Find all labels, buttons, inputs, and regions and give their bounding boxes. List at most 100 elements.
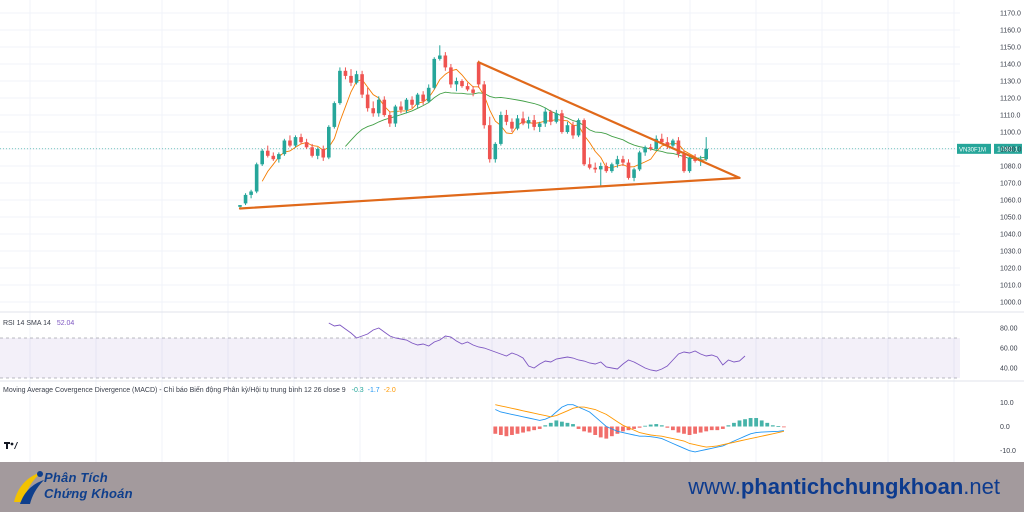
candle-body[interactable] bbox=[521, 118, 525, 124]
candle-body[interactable] bbox=[321, 149, 326, 158]
candle-body[interactable] bbox=[465, 86, 470, 90]
candle-body[interactable] bbox=[327, 126, 331, 158]
candle-body[interactable] bbox=[360, 74, 364, 95]
candle-body[interactable] bbox=[532, 120, 536, 127]
candle-body[interactable] bbox=[598, 166, 603, 170]
trendline-resistance[interactable] bbox=[477, 61, 741, 179]
candle-body[interactable] bbox=[271, 155, 276, 160]
candle-body[interactable] bbox=[560, 113, 564, 132]
candle-body[interactable] bbox=[382, 99, 387, 115]
website-url[interactable]: www.phantichchungkhoan.net bbox=[688, 474, 1000, 500]
candle-body[interactable] bbox=[682, 154, 686, 172]
candle-body[interactable] bbox=[676, 140, 681, 155]
candle-body[interactable] bbox=[415, 94, 420, 105]
macd-signal-line[interactable] bbox=[495, 404, 785, 448]
candle-body[interactable] bbox=[615, 159, 620, 165]
candle-body[interactable] bbox=[376, 99, 381, 114]
candle-body[interactable] bbox=[510, 121, 514, 129]
candle-body[interactable] bbox=[487, 125, 492, 160]
candle-body[interactable] bbox=[249, 191, 253, 195]
candle-body[interactable] bbox=[554, 113, 559, 122]
candle-body[interactable] bbox=[515, 118, 520, 129]
candle-body[interactable] bbox=[587, 164, 592, 168]
candle-body[interactable] bbox=[265, 150, 270, 156]
candle-body[interactable] bbox=[288, 140, 292, 146]
candle-body[interactable] bbox=[260, 150, 264, 165]
candle-body[interactable] bbox=[526, 120, 531, 124]
candle-body[interactable] bbox=[626, 162, 631, 178]
candle-body[interactable] bbox=[493, 143, 498, 160]
candle-body[interactable] bbox=[399, 106, 403, 110]
candle-body[interactable] bbox=[282, 140, 287, 155]
rsi-title[interactable]: RSI 14 SMA 14 52.04 bbox=[3, 320, 74, 327]
macd-line[interactable] bbox=[495, 404, 784, 453]
candle-body[interactable] bbox=[254, 164, 259, 192]
price-pane[interactable]: VN30F1M 1090.1 bbox=[0, 45, 1022, 210]
rsi-line[interactable] bbox=[328, 322, 746, 372]
candle-body[interactable] bbox=[426, 87, 431, 102]
candle-body[interactable] bbox=[277, 154, 281, 160]
candle-body[interactable] bbox=[365, 94, 370, 109]
candle-body[interactable] bbox=[449, 67, 453, 85]
candle-body[interactable] bbox=[671, 140, 675, 146]
candle-body[interactable] bbox=[632, 169, 636, 178]
candle-body[interactable] bbox=[388, 115, 392, 124]
candle-body[interactable] bbox=[637, 152, 642, 170]
candle-body[interactable] bbox=[648, 147, 653, 149]
candle-body[interactable] bbox=[537, 123, 542, 127]
candle-body[interactable] bbox=[687, 157, 692, 172]
candle-body[interactable] bbox=[582, 120, 586, 165]
candle-body[interactable] bbox=[504, 115, 509, 122]
candle-body[interactable] bbox=[660, 138, 664, 143]
candle-body[interactable] bbox=[243, 194, 248, 204]
candle-body[interactable] bbox=[471, 89, 475, 93]
candle-body[interactable] bbox=[499, 115, 503, 144]
candle-body[interactable] bbox=[454, 81, 459, 85]
candle-body[interactable] bbox=[571, 125, 575, 136]
candle-body[interactable] bbox=[421, 94, 425, 102]
candle-body[interactable] bbox=[621, 159, 625, 163]
candle-body[interactable] bbox=[393, 106, 398, 124]
candle-body[interactable] bbox=[438, 55, 442, 59]
candle-body[interactable] bbox=[332, 103, 337, 127]
candle-body[interactable] bbox=[704, 148, 708, 160]
candle-body[interactable] bbox=[404, 99, 409, 110]
rsi-pane[interactable]: 80.00 60.00 40.00 bbox=[0, 322, 1018, 379]
candle-body[interactable] bbox=[354, 74, 359, 83]
candle-body[interactable] bbox=[610, 164, 614, 172]
candle-body[interactable] bbox=[643, 147, 647, 153]
macd-pane[interactable]: 10.0 0.0 -10.0 bbox=[493, 400, 1016, 455]
trading-chart[interactable]: VN30F1M 1090.1 1170.01160.01150.01140.011… bbox=[0, 0, 1024, 462]
candle-body[interactable] bbox=[543, 111, 548, 124]
candle-body[interactable] bbox=[665, 142, 670, 146]
candle-body[interactable] bbox=[443, 55, 448, 68]
tradingview-logo-icon[interactable] bbox=[4, 440, 18, 450]
macd-title[interactable]: Moving Average Covergence Divergence (MA… bbox=[3, 385, 396, 394]
macd-histogram-bar bbox=[748, 418, 753, 427]
candle-body[interactable] bbox=[349, 75, 353, 83]
candle-body[interactable] bbox=[238, 205, 242, 207]
candle-body[interactable] bbox=[371, 108, 375, 114]
candle-body[interactable] bbox=[604, 166, 609, 172]
candle-body[interactable] bbox=[293, 137, 298, 146]
candle-body[interactable] bbox=[310, 147, 314, 156]
trendline-support[interactable] bbox=[238, 176, 741, 210]
candle-body[interactable] bbox=[654, 138, 659, 149]
candle-body[interactable] bbox=[576, 120, 581, 136]
candle-body[interactable] bbox=[410, 99, 414, 105]
candle-body[interactable] bbox=[565, 125, 570, 132]
candle-body[interactable] bbox=[304, 142, 309, 148]
candle-body[interactable] bbox=[549, 111, 553, 122]
last-price-badge[interactable] bbox=[994, 143, 1022, 154]
candle-body[interactable] bbox=[460, 81, 464, 87]
candle-body[interactable] bbox=[315, 149, 320, 156]
candle-body[interactable] bbox=[476, 62, 481, 85]
candle-body[interactable] bbox=[343, 70, 348, 76]
candle-body[interactable] bbox=[482, 84, 486, 126]
candle-body[interactable] bbox=[593, 167, 597, 170]
candle-body[interactable] bbox=[299, 137, 303, 143]
candle-body[interactable] bbox=[338, 70, 342, 104]
candle-body[interactable] bbox=[432, 58, 437, 88]
macd-histogram-bar bbox=[687, 426, 692, 435]
symbol-badge[interactable] bbox=[957, 143, 991, 154]
